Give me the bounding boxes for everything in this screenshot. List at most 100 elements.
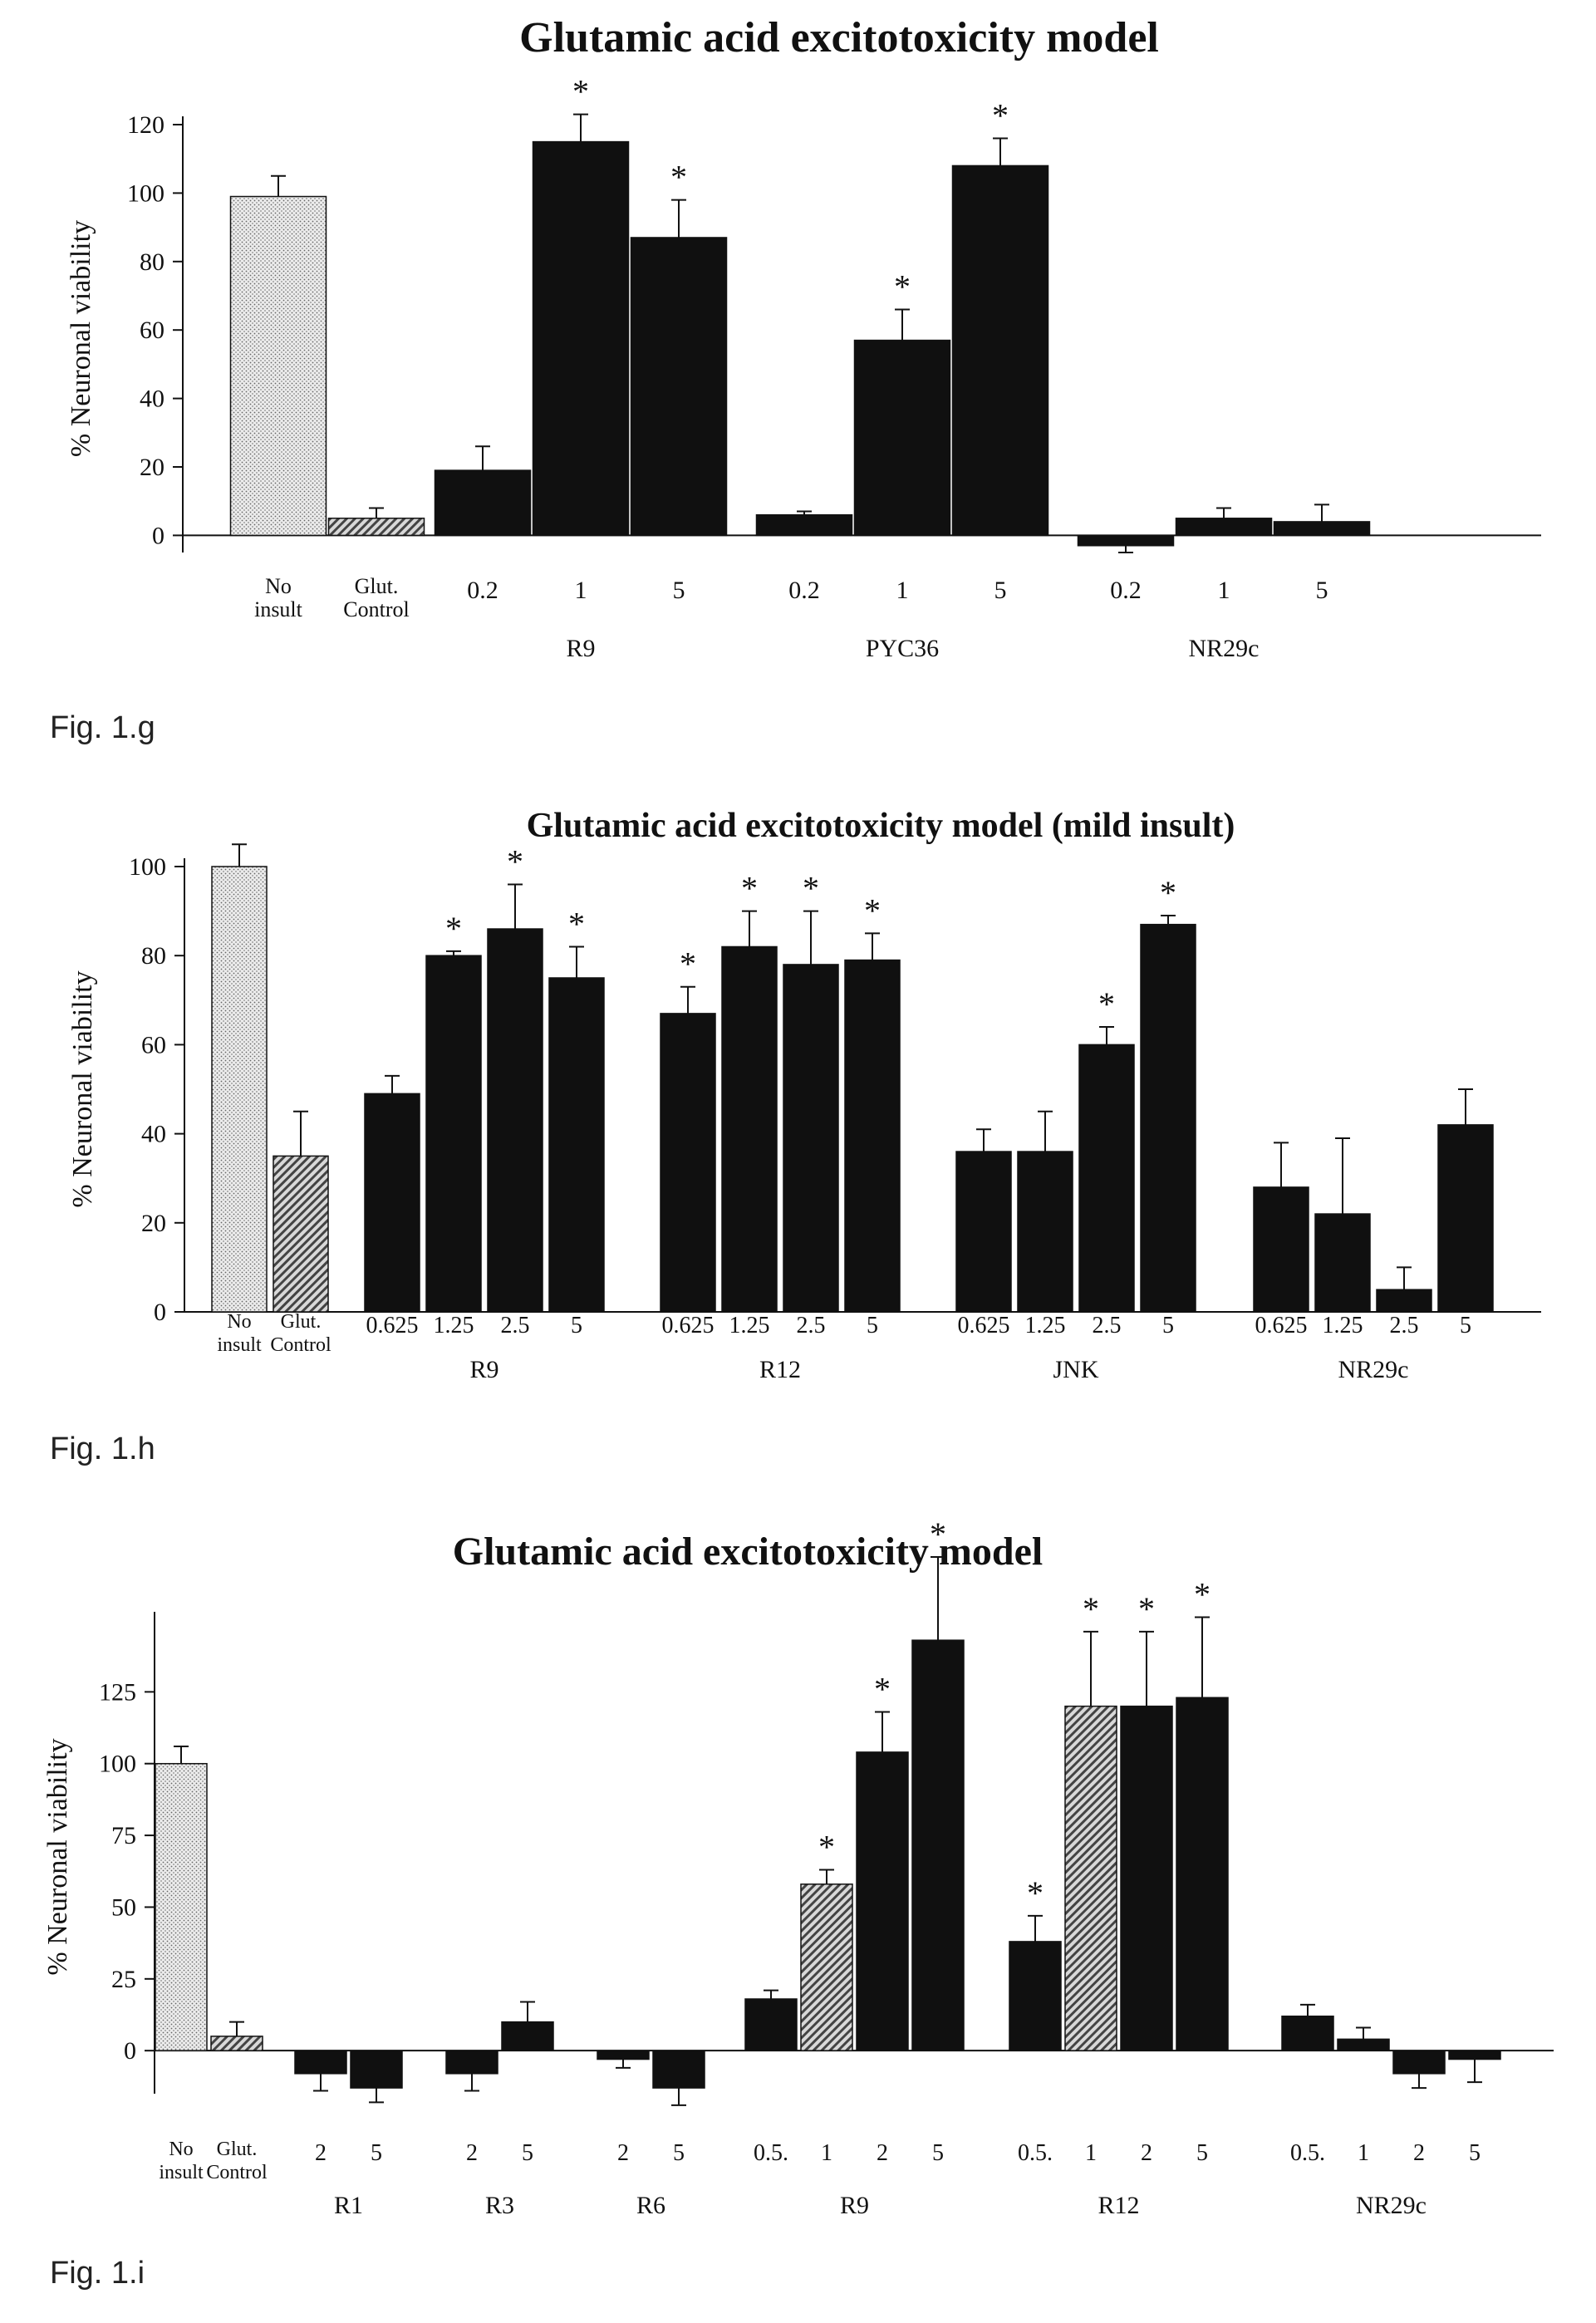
- group-label: NR29c: [1189, 635, 1260, 662]
- x-tick-label: 0.625: [1255, 1313, 1308, 1338]
- significance-star: *: [670, 159, 687, 196]
- chart-title: Glutamic acid excitotoxicity model (mild…: [527, 807, 1235, 845]
- bar: [501, 2021, 554, 2051]
- x-tick-label: 0.2: [1110, 577, 1142, 604]
- bar: [800, 1883, 853, 2051]
- bar: [1078, 1044, 1135, 1313]
- bar: [951, 165, 1049, 537]
- chart-title: Glutamic acid excitotoxicity model: [453, 1530, 1044, 1574]
- y-tick-label: 0: [152, 522, 165, 549]
- bar: [660, 1013, 716, 1313]
- x-tick-label: 5: [932, 2140, 944, 2166]
- caption-fig-1i: Fig. 1.i: [50, 2256, 145, 2291]
- bar: [853, 339, 951, 537]
- x-tick-label: 1: [896, 577, 909, 604]
- bar: [350, 2050, 403, 2089]
- group-label: R12: [759, 1356, 801, 1383]
- x-tick-label: 1.25: [729, 1313, 770, 1338]
- y-tick-label: 60: [141, 1031, 166, 1058]
- x-tick-label: 5: [1460, 1313, 1471, 1338]
- bar: [327, 518, 425, 537]
- significance-star: *: [1098, 985, 1115, 1023]
- y-tick-label: 60: [140, 317, 165, 344]
- bar: [1273, 521, 1371, 537]
- x-tick-label: 1.25: [1323, 1313, 1363, 1338]
- x-tick-label: 1: [575, 577, 587, 604]
- significance-star: *: [992, 96, 1009, 134]
- y-tick-label: 120: [127, 111, 165, 139]
- x-tick-label: Glut. Control: [270, 1311, 331, 1356]
- bar: [211, 866, 268, 1313]
- bar: [532, 140, 630, 537]
- y-tick-label: 100: [127, 179, 165, 207]
- x-tick-label: 5: [1316, 577, 1328, 604]
- x-tick-label: 2.5: [797, 1313, 826, 1338]
- x-tick-label: 1.25: [1025, 1313, 1066, 1338]
- x-tick-label: 1: [1085, 2140, 1097, 2166]
- significance-star: *: [930, 1515, 946, 1553]
- chart-fig-1i: Glutamic acid excitotoxicity model025507…: [42, 1515, 1554, 2219]
- y-tick-label: 20: [141, 1210, 166, 1237]
- x-tick-label: 1: [1358, 2140, 1369, 2166]
- caption-fig-1g: Fig. 1.g: [50, 710, 155, 745]
- x-tick-label: 5: [1469, 2140, 1481, 2166]
- significance-star: *: [1083, 1590, 1099, 1628]
- x-tick-label: 0.5.: [1018, 2140, 1053, 2166]
- x-tick-label: 2: [617, 2140, 629, 2166]
- bar: [1314, 1213, 1371, 1313]
- y-axis-label: % Neuronal viability: [67, 970, 98, 1207]
- bar: [1376, 1289, 1432, 1313]
- x-tick-label: No insult: [159, 2139, 204, 2183]
- group-label: R1: [334, 2192, 363, 2219]
- bar: [1437, 1124, 1494, 1313]
- x-tick-label: 0.625: [958, 1313, 1010, 1338]
- bar: [210, 2036, 263, 2051]
- significance-star: *: [803, 870, 819, 907]
- bar: [1077, 534, 1175, 547]
- significance-star: *: [894, 268, 911, 305]
- bar: [434, 469, 532, 537]
- x-tick-label: 0.625: [366, 1313, 419, 1338]
- bar: [1448, 2050, 1501, 2060]
- y-tick-label: 25: [111, 1966, 136, 1993]
- group-label: R12: [1098, 2192, 1139, 2219]
- x-tick-label: 2: [315, 2140, 327, 2166]
- bar: [364, 1093, 420, 1313]
- x-tick-label: 2: [877, 2140, 888, 2166]
- group-label: R6: [636, 2192, 665, 2219]
- bar: [911, 1639, 965, 2051]
- x-tick-label: 2: [1141, 2140, 1152, 2166]
- x-tick-label: 1: [821, 2140, 832, 2166]
- significance-star: *: [572, 73, 589, 111]
- group-label: NR29c: [1356, 2192, 1427, 2219]
- bar: [1017, 1151, 1073, 1313]
- x-tick-label: 5: [867, 1313, 878, 1338]
- bar: [1253, 1186, 1309, 1313]
- bar: [1175, 518, 1273, 537]
- bar: [487, 928, 543, 1313]
- y-tick-label: 50: [111, 1893, 136, 1921]
- bar: [597, 2050, 650, 2060]
- group-label: PYC36: [866, 635, 939, 662]
- x-tick-label: 5: [1162, 1313, 1174, 1338]
- bar: [1281, 2015, 1334, 2051]
- y-tick-label: 125: [99, 1678, 136, 1706]
- bar: [856, 1751, 909, 2051]
- bar: [294, 2050, 347, 2075]
- chart-fig-1h: Glutamic acid excitotoxicity model (mild…: [67, 807, 1541, 1383]
- significance-star: *: [818, 1829, 835, 1866]
- x-tick-label: 5: [994, 577, 1007, 604]
- x-tick-label: 0.625: [662, 1313, 715, 1338]
- bar: [721, 945, 778, 1313]
- x-tick-label: 2.5: [501, 1313, 530, 1338]
- significance-star: *: [864, 891, 881, 929]
- significance-star: *: [1160, 874, 1176, 911]
- x-tick-label: 2: [466, 2140, 478, 2166]
- caption-fig-1h: Fig. 1.h: [50, 1432, 155, 1466]
- x-tick-label: No insult: [254, 574, 303, 621]
- y-tick-label: 0: [154, 1299, 166, 1326]
- chart-fig-1g: Glutamic acid excitotoxicity model 0 20 40 6…: [66, 14, 1541, 662]
- y-axis-label: % Neuronal viability: [42, 1738, 73, 1975]
